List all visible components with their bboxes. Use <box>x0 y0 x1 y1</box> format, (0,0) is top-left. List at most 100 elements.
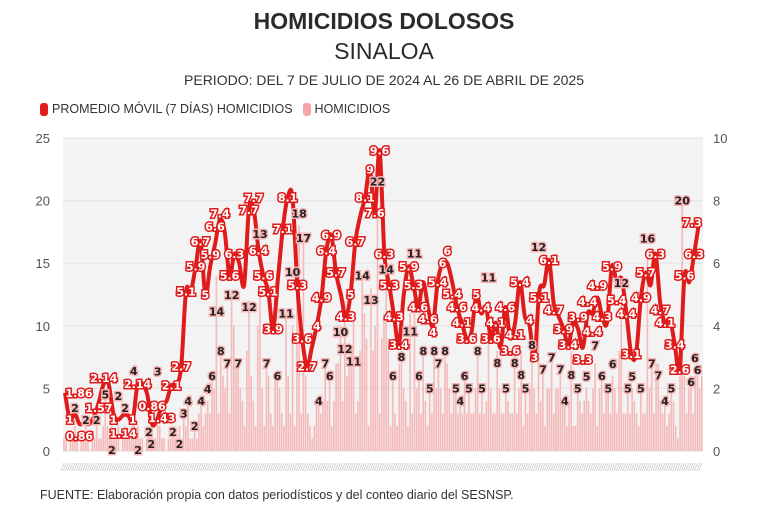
x-axis-date-tick <box>550 462 555 472</box>
homicide-bar <box>206 400 209 451</box>
homicide-bar-label: 7 <box>539 363 547 376</box>
homicide-bar <box>243 425 246 451</box>
homicide-bar <box>121 438 124 451</box>
homicide-bar-label: 5 <box>604 382 612 395</box>
x-axis-date-tick <box>587 462 592 472</box>
homicide-bar-label: 8 <box>517 369 525 382</box>
legend: PROMEDIO MÓVIL (7 DÍAS) HOMICIDIOS HOMIC… <box>40 102 390 116</box>
x-axis-date-tick <box>102 462 106 472</box>
x-axis-date-tick <box>169 462 174 472</box>
x-axis-date-tick <box>173 462 178 472</box>
homicide-bar-label: 6 <box>326 370 334 383</box>
moving-average-label: 3 <box>531 351 539 364</box>
homicide-bar <box>409 313 411 451</box>
x-axis-date-tick <box>611 462 616 472</box>
x-axis-date-tick <box>644 462 648 472</box>
x-axis-date-tick <box>576 462 581 472</box>
x-axis-date-tick <box>557 462 561 472</box>
x-axis-date-tick <box>631 462 635 472</box>
x-axis-date-tick <box>163 462 167 472</box>
homicide-bar <box>378 413 381 451</box>
homicide-bar <box>391 375 394 451</box>
homicide-bar <box>616 413 618 451</box>
homicide-bar <box>226 363 229 451</box>
homicide-bar <box>198 413 200 451</box>
moving-average-label: 8.1 <box>278 191 298 204</box>
moving-average-label: 4.6 <box>447 301 467 314</box>
x-axis-date-tick <box>528 462 533 472</box>
homicide-bar <box>280 413 283 451</box>
homicide-bar <box>655 363 657 451</box>
homicide-bar-label: 8 <box>567 369 575 382</box>
homicide-bar <box>91 438 94 451</box>
x-axis-date-tick <box>650 462 655 472</box>
moving-average-label: 3.6 <box>292 332 312 345</box>
moving-average-label: 6 <box>439 257 447 270</box>
homicide-bar <box>609 413 612 451</box>
x-axis-date-tick <box>152 462 156 472</box>
x-axis-date-tick <box>683 462 687 472</box>
x-axis-date-tick <box>117 462 121 472</box>
homicide-bar <box>548 388 551 451</box>
homicide-bar <box>692 413 694 451</box>
moving-average-label: 5 <box>347 289 355 302</box>
moving-average-label: 6.6 <box>205 220 225 233</box>
homicide-bar <box>413 313 416 451</box>
x-axis-date-tick <box>533 462 537 472</box>
x-axis-date-tick <box>339 462 343 472</box>
x-axis-date-tick <box>254 462 259 472</box>
x-axis-date-tick <box>594 462 598 472</box>
x-axis-date-tick <box>506 462 511 472</box>
x-axis-date-tick <box>598 462 602 472</box>
homicide-bar <box>300 413 303 451</box>
x-axis-date-tick <box>480 462 485 472</box>
x-axis-date-tick <box>696 462 700 472</box>
homicide-bar-label: 8 <box>511 357 519 370</box>
homicide-bar-label: 4 <box>561 395 569 408</box>
moving-average-label: 7.4 <box>210 207 230 220</box>
homicide-bar-label: 7 <box>548 351 556 364</box>
homicide-bar <box>348 363 350 451</box>
homicide-bar <box>422 350 424 451</box>
homicide-bar-label: 11 <box>403 325 418 338</box>
x-axis-date-tick <box>330 462 335 472</box>
homicide-bar <box>352 313 355 451</box>
homicide-bar <box>209 413 211 451</box>
homicide-bar <box>65 438 67 451</box>
x-axis-date-tick <box>646 462 650 472</box>
x-axis-date-tick <box>663 462 668 472</box>
homicide-bar <box>683 375 686 451</box>
x-axis-date-tick <box>489 462 494 472</box>
x-axis-date-tick <box>195 462 200 472</box>
x-axis-date-tick <box>178 462 182 472</box>
homicide-bar <box>230 300 233 451</box>
x-axis-date-tick <box>139 462 143 472</box>
homicide-bar <box>496 350 498 451</box>
homicide-bar <box>311 438 313 451</box>
x-axis-date-tick <box>358 462 363 472</box>
homicide-bar <box>117 425 120 451</box>
homicide-bar <box>339 325 342 451</box>
homicide-bar-label: 7 <box>263 357 271 370</box>
moving-average-label: 4 <box>313 320 321 333</box>
homicide-bar <box>250 375 252 451</box>
homicide-bar <box>574 425 577 451</box>
x-axis-date-tick <box>572 462 576 472</box>
x-axis-date-tick <box>465 462 470 472</box>
moving-average-label: 7.6 <box>365 207 385 220</box>
homicide-bar-label: 5 <box>502 382 510 395</box>
moving-average-label: 6.3 <box>225 248 245 261</box>
homicide-bar <box>130 425 133 451</box>
homicide-bar <box>313 425 316 451</box>
homicide-bar <box>653 413 655 451</box>
homicide-bar <box>158 425 161 451</box>
x-axis-date-tick <box>104 462 108 472</box>
homicide-bar <box>239 388 242 451</box>
x-axis-date-tick <box>374 462 378 472</box>
homicide-bar <box>324 363 327 451</box>
homicide-bar <box>63 438 65 451</box>
left-axis-tick-label: 20 <box>36 194 50 209</box>
x-axis-date-tick <box>520 462 524 472</box>
x-axis-date-tick <box>108 462 113 472</box>
x-axis-date-tick <box>186 462 191 472</box>
